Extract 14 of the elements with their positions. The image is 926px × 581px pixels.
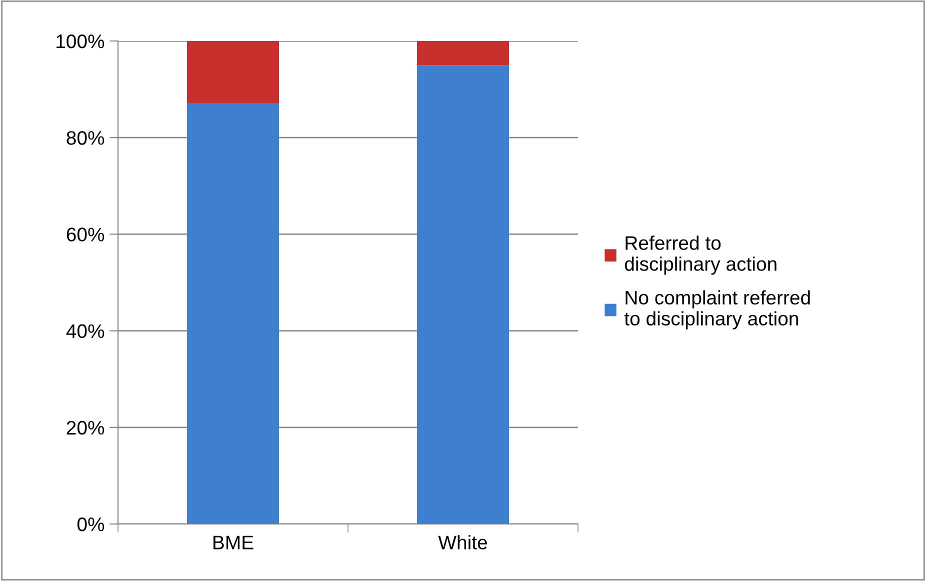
y-tick-label: 80% — [66, 131, 104, 145]
y-tick-label: 0% — [77, 517, 104, 532]
y-tick-label: 100% — [56, 34, 104, 48]
y-tick-label: 40% — [66, 324, 104, 338]
x-tick-label: BME — [214, 536, 254, 550]
legend-label: Referred to disciplinary action — [624, 236, 776, 275]
bar — [417, 65, 509, 524]
x-tick-label: White — [438, 535, 487, 550]
y-tick-label: 20% — [66, 420, 104, 435]
legend-label: No complaint referred to disciplinary action — [624, 290, 810, 330]
bar — [417, 41, 509, 66]
bar — [187, 104, 279, 524]
bar — [187, 41, 279, 104]
y-tick-label: 60% — [66, 228, 104, 242]
